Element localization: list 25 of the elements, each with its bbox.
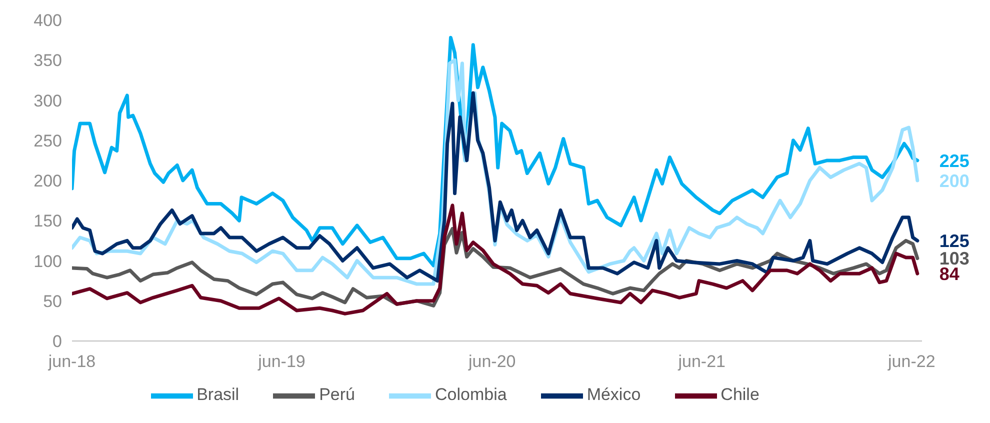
x-tick-label: jun-19 bbox=[257, 352, 306, 372]
y-tick-label: 50 bbox=[43, 292, 62, 311]
legend-label: Chile bbox=[720, 385, 760, 404]
y-tick-label: 300 bbox=[34, 91, 62, 110]
line-series bbox=[72, 204, 920, 316]
annotation: 84 bbox=[939, 264, 960, 284]
annotation: 225 bbox=[939, 150, 970, 171]
y-tick-label: 200 bbox=[34, 172, 62, 191]
legend-label: Perú bbox=[319, 385, 355, 404]
legend-label: Brasil bbox=[196, 385, 240, 404]
y-tick-label: 250 bbox=[34, 131, 62, 150]
y-tick-label: 400 bbox=[34, 11, 62, 30]
x-tick-label: jun-18 bbox=[47, 352, 96, 372]
legend-label: Colombia bbox=[435, 385, 507, 404]
y-tick-label: 150 bbox=[34, 212, 62, 231]
x-tick-label: jun-22 bbox=[887, 352, 936, 372]
x-tick-label: jun-20 bbox=[467, 352, 516, 372]
legend-label: México bbox=[586, 385, 641, 404]
annotation: 125 bbox=[939, 231, 970, 252]
annotation: 200 bbox=[939, 170, 970, 191]
x-tick-label: jun-21 bbox=[677, 352, 726, 372]
line-series bbox=[72, 91, 920, 283]
y-tick-label: 350 bbox=[34, 51, 62, 70]
y-tick-label: 0 bbox=[52, 332, 62, 352]
y-tick-label: 100 bbox=[34, 252, 62, 271]
